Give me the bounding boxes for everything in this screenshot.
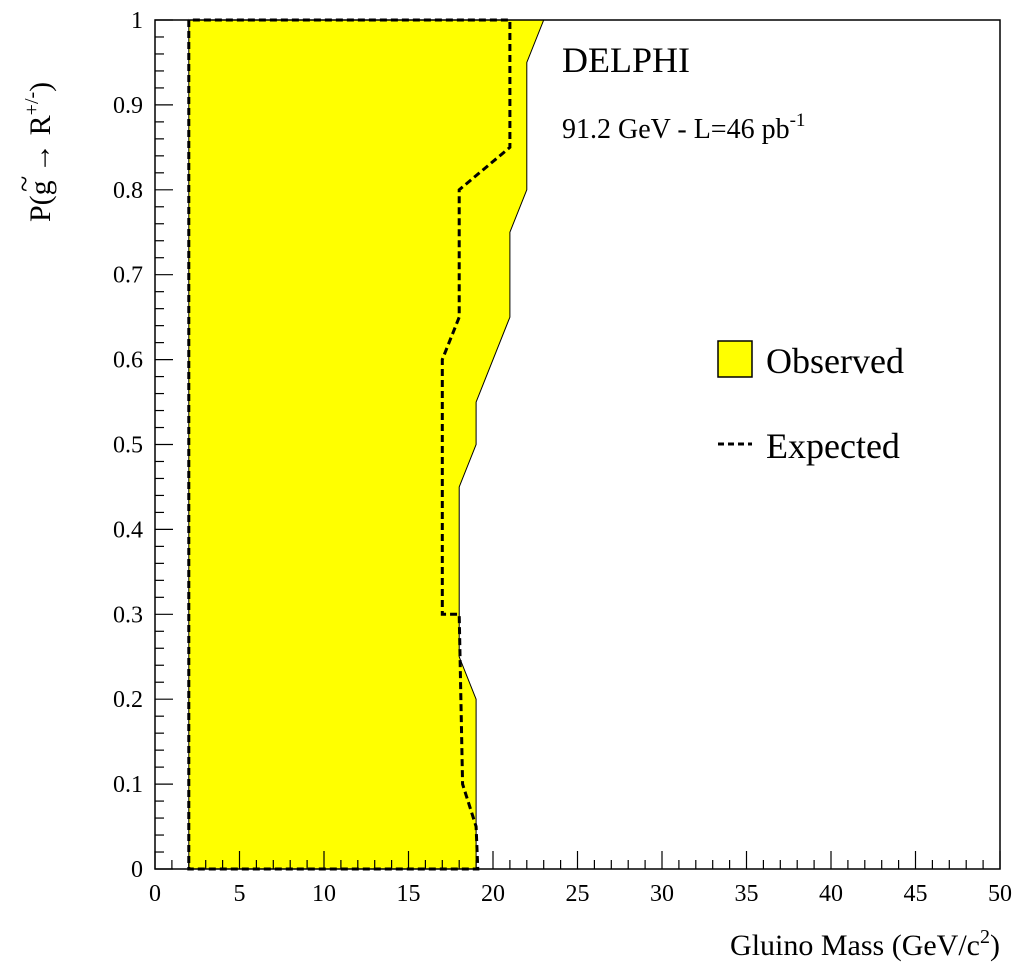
x-tick-label: 45 xyxy=(904,881,928,907)
y-axis-title: P(g → R+/-) ~ xyxy=(8,82,57,222)
x-axis-title: Gluino Mass (GeV/c2) xyxy=(730,926,1000,962)
x-tick-label: 35 xyxy=(735,881,759,907)
y-tick-label: 0.9 xyxy=(113,93,143,119)
legend-observed-label: Observed xyxy=(766,341,904,381)
x-tick-label: 15 xyxy=(397,881,421,907)
x-tick-label: 50 xyxy=(988,881,1012,907)
y-axis-title-sup: +/- xyxy=(21,92,43,116)
y-tick-label: 0.6 xyxy=(113,348,143,374)
ticks-layer: 0 5 10 15 20 25 30 35 40 45 50 0 0.1 0.2 0.3 0.4 0.5 0.6 0… xyxy=(113,8,1012,907)
x-axis-title-sup: 2 xyxy=(980,926,990,948)
y-tick-label: 1 xyxy=(131,8,143,34)
x-tick-label: 25 xyxy=(566,881,590,907)
energy-luminosity-label: 91.2 GeV - L=46 pb-1 xyxy=(562,110,805,145)
y-tick-label: 0.5 xyxy=(113,433,143,459)
data-layer xyxy=(187,18,545,871)
observed-region xyxy=(188,19,545,870)
x-tick-label: 0 xyxy=(149,881,161,907)
y-axis-title-text: P(g → R+/-) xyxy=(21,82,57,222)
y-tick-label: 0.2 xyxy=(113,687,143,713)
y-tick-label: 0 xyxy=(131,857,143,883)
y-tick-label: 0.4 xyxy=(113,517,143,543)
y-tick-label: 0.3 xyxy=(113,602,143,628)
y-axis-title-tilde: ~ xyxy=(8,176,41,192)
legend-observed-swatch xyxy=(717,340,753,378)
y-tick-label: 0.7 xyxy=(113,263,143,289)
legend-expected-label: Expected xyxy=(766,426,900,466)
labels-layer: DELPHI 91.2 GeV - L=46 pb-1 Observed Exp… xyxy=(8,40,1000,962)
experiment-label: DELPHI xyxy=(562,40,690,80)
y-axis-title-end: ) xyxy=(24,82,57,92)
x-tick-label: 5 xyxy=(234,881,246,907)
y-tick-label: 0.8 xyxy=(113,178,143,204)
y-tick-label: 0.1 xyxy=(113,772,143,798)
x-tick-label: 40 xyxy=(819,881,843,907)
x-tick-label: 10 xyxy=(312,881,336,907)
x-axis-title-main: Gluino Mass (GeV/c xyxy=(730,929,980,962)
x-tick-label: 30 xyxy=(650,881,674,907)
x-tick-label: 20 xyxy=(481,881,505,907)
energy-luminosity-main: 91.2 GeV - L=46 pb xyxy=(562,114,790,145)
x-axis-title-end: ) xyxy=(990,929,1000,962)
energy-luminosity-sup: -1 xyxy=(790,110,806,131)
y-axis-title-main: P(g → R xyxy=(24,115,57,222)
